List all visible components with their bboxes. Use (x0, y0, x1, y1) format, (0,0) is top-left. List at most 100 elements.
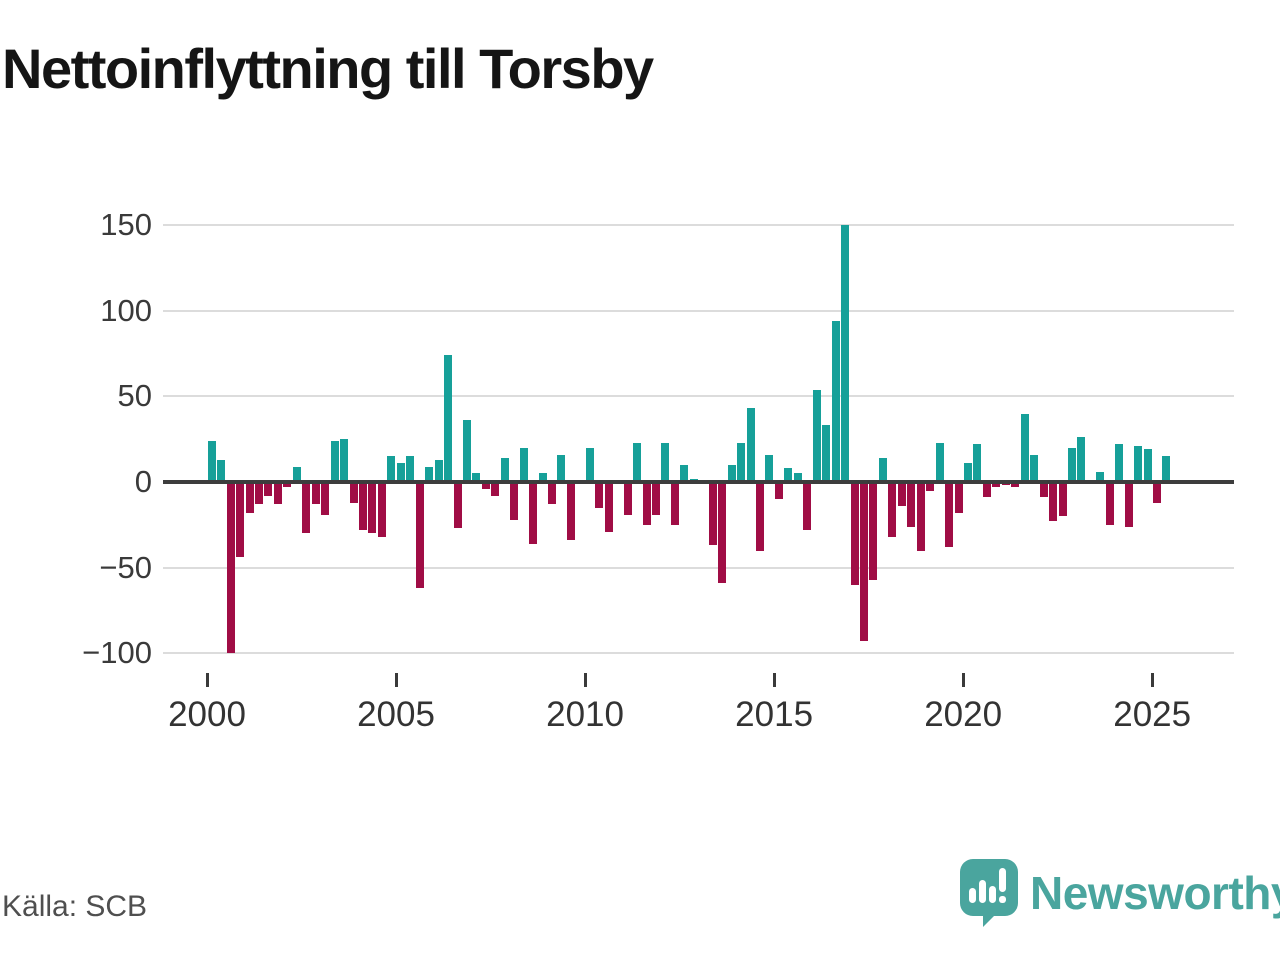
bar-slot (840, 225, 850, 654)
y-tick-label: 100 (100, 292, 152, 328)
bar-slot (538, 225, 547, 654)
x-tick (583, 673, 587, 687)
bar-slot (1020, 225, 1029, 654)
bar-slot (708, 225, 717, 654)
bar-slot (330, 225, 339, 654)
bar (916, 482, 925, 551)
bar-slot (736, 225, 746, 654)
bar (1020, 413, 1029, 482)
bar (623, 482, 632, 515)
bar-slot (519, 225, 528, 654)
bar-slot (680, 225, 689, 654)
bar-slot (320, 225, 330, 654)
bar (538, 473, 547, 482)
bar-slot (746, 225, 755, 654)
bar (992, 482, 1001, 488)
bar (1011, 482, 1020, 488)
bar (207, 440, 216, 482)
bar (727, 464, 736, 482)
bar (377, 482, 386, 537)
bar (311, 482, 320, 505)
bar (340, 439, 349, 482)
source-caption: Källa: SCB (2, 890, 148, 923)
bar-slot (1096, 225, 1105, 654)
bar-slot (755, 225, 764, 654)
bar-slot (793, 225, 802, 654)
bar (321, 482, 330, 515)
bar-slot (821, 225, 831, 654)
bar (1153, 482, 1162, 503)
bar-slot (1077, 225, 1086, 654)
bar (774, 482, 783, 500)
page-title: Nettoinflyttning till Torsby (2, 37, 654, 100)
bar (595, 482, 604, 508)
bar (415, 482, 424, 589)
bar-slot (595, 225, 604, 654)
bar-slot (613, 225, 622, 654)
zero-axis-line (163, 480, 1234, 484)
bar-slot (339, 225, 349, 654)
bar-slot (500, 225, 509, 654)
bar-slot (1058, 225, 1067, 654)
bar (529, 482, 538, 544)
bar (1030, 454, 1039, 482)
x-tick (394, 673, 398, 687)
bar-slot (803, 225, 812, 654)
bar-slot (377, 225, 386, 654)
bar (708, 482, 717, 546)
x-tick (1150, 673, 1154, 687)
bar (935, 442, 944, 482)
bar (822, 425, 831, 482)
newsworthy-wordmark: Newsworthy (1030, 867, 1280, 919)
bar (831, 321, 840, 482)
bar-slot (944, 225, 954, 654)
bar (869, 482, 878, 580)
bar (604, 482, 613, 532)
bar (519, 447, 528, 482)
bar (841, 225, 850, 482)
bar-slot (1067, 225, 1076, 654)
bar-slot (850, 225, 859, 654)
bar (982, 482, 991, 498)
bar (973, 444, 982, 482)
bar-slot (216, 225, 226, 654)
bar-slot (387, 225, 396, 654)
bar (510, 482, 519, 520)
bar (1058, 482, 1067, 517)
bar-slot (935, 225, 944, 654)
bar (491, 482, 500, 496)
bar (387, 456, 396, 482)
bar-slot (1029, 225, 1039, 654)
bar (481, 482, 490, 489)
bar-slot (670, 225, 679, 654)
bar (670, 482, 679, 525)
bar-slot (349, 225, 358, 654)
bar-slot (1152, 225, 1162, 654)
bar-slot (472, 225, 481, 654)
bar-slot (1133, 225, 1143, 654)
bar-slot (245, 225, 254, 654)
bar (812, 389, 821, 482)
bar-slot (604, 225, 613, 654)
bar (1096, 471, 1105, 482)
bar (472, 473, 481, 482)
bar-slot (992, 225, 1001, 654)
bar (330, 440, 339, 482)
bar-slot (424, 225, 434, 654)
x-tick-label: 2010 (546, 695, 624, 734)
bar-slot (453, 225, 462, 654)
bar (878, 458, 887, 482)
bar (1162, 456, 1171, 482)
bar (368, 482, 377, 534)
bar (1134, 446, 1143, 482)
bar-slot (888, 225, 897, 654)
bar (245, 482, 254, 513)
bar (963, 463, 972, 482)
gridline (163, 224, 1234, 227)
bar-slot (651, 225, 661, 654)
bar (897, 482, 906, 506)
x-tick-label: 2020 (924, 695, 1003, 734)
plot-area (163, 224, 1234, 655)
bar (756, 482, 764, 551)
bar-slot (434, 225, 443, 654)
